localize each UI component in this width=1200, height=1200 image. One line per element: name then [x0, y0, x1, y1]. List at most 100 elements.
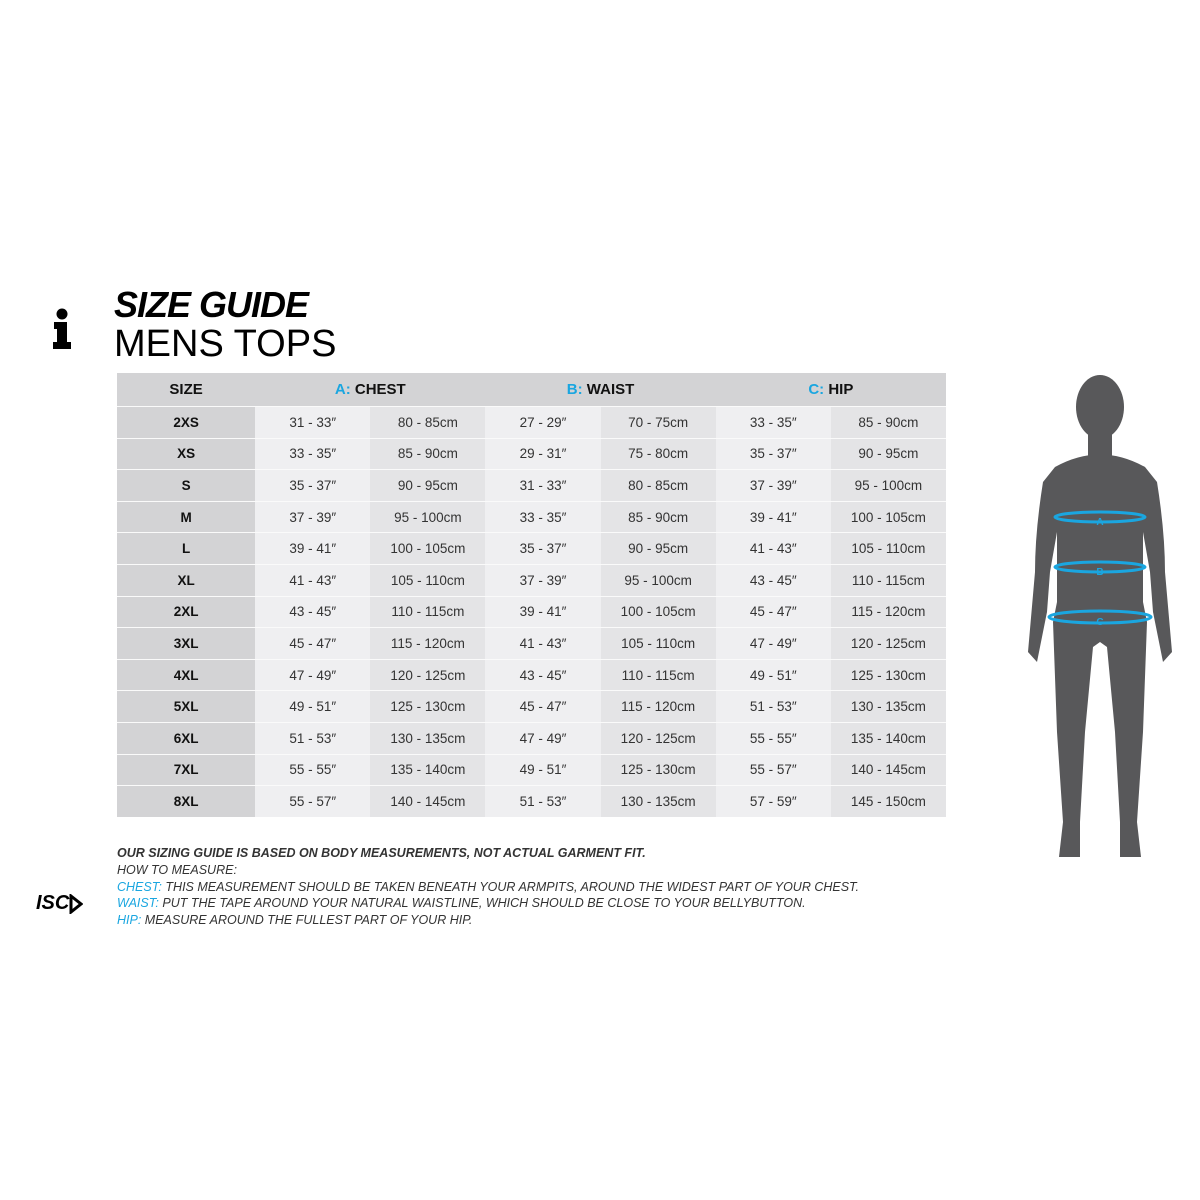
measurement-cell: 31 - 33″	[485, 469, 601, 502]
measurement-cell: 39 - 41″	[485, 595, 601, 628]
measurement-cell: 45 - 47″	[715, 595, 831, 628]
table-row: 6XL 51 - 53″ 130 - 135cm 47 - 49″ 120 - 125c…	[117, 721, 946, 755]
page-title: SIZE GUIDE	[114, 284, 309, 325]
size-cell: 3XL	[117, 627, 256, 660]
measurement-cell: 49 - 51″	[255, 690, 371, 723]
table-row: 2XL 43 - 45″ 110 - 115cm 39 - 41″ 100 - 105c…	[117, 595, 946, 628]
measurement-cell: 27 - 29″	[485, 406, 601, 439]
measurement-cell: 85 - 90cm	[600, 500, 716, 533]
measurement-cell: 47 - 49″	[255, 658, 371, 691]
size-cell: 2XS	[117, 406, 256, 439]
measurement-cell: 35 - 37″	[715, 437, 831, 470]
measurement-cell: 110 - 115cm	[830, 563, 946, 597]
table-row: 5XL 49 - 51″ 125 - 130cm 45 - 47″ 115 - 120c…	[117, 690, 946, 723]
size-table: SIZE A: CHEST B: WAIST C: HIP 2XS 31 - 33…	[117, 373, 946, 817]
size-cell: M	[117, 500, 256, 533]
measurement-cell: 29 - 31″	[485, 437, 601, 470]
size-cell: 5XL	[117, 690, 256, 723]
measurement-cell: 100 - 105cm	[600, 595, 716, 628]
info-icon	[53, 308, 71, 349]
measurement-cell: 140 - 145cm	[370, 785, 486, 817]
measurement-cell: 37 - 39″	[255, 500, 371, 533]
measurement-cell: 105 - 110cm	[370, 563, 486, 597]
measurement-cell: 43 - 45″	[255, 595, 371, 628]
measurement-cell: 120 - 125cm	[370, 658, 486, 691]
hip-header: C: HIP	[715, 373, 946, 407]
size-cell: 4XL	[117, 658, 256, 691]
measurement-cell: 49 - 51″	[485, 753, 601, 786]
label-a: A	[1096, 517, 1103, 528]
measurement-cell: 43 - 45″	[715, 563, 831, 597]
measurement-cell: 85 - 90cm	[830, 406, 946, 439]
measurement-cell: 95 - 100cm	[370, 500, 486, 533]
measurement-cell: 51 - 53″	[255, 721, 371, 755]
measurement-cell: 100 - 105cm	[370, 532, 486, 565]
table-row: 3XL 45 - 47″ 115 - 120cm 41 - 43″ 105 - 110c…	[117, 627, 946, 660]
table-row: 8XL 55 - 57″ 140 - 145cm 51 - 53″ 130 - 135c…	[117, 785, 946, 817]
measurement-cell: 41 - 43″	[485, 627, 601, 660]
measurement-cell: 125 - 130cm	[830, 658, 946, 691]
measurement-cell: 80 - 85cm	[600, 469, 716, 502]
measurement-cell: 130 - 135cm	[830, 690, 946, 723]
measurement-cell: 37 - 39″	[485, 563, 601, 597]
measurement-cell: 55 - 55″	[255, 753, 371, 786]
measurement-cell: 115 - 120cm	[370, 627, 486, 660]
measurement-cell: 80 - 85cm	[370, 406, 486, 439]
size-cell: 6XL	[117, 721, 256, 755]
size-cell: 7XL	[117, 753, 256, 786]
measurement-cell: 35 - 37″	[485, 532, 601, 565]
table-row: S 35 - 37″ 90 - 95cm 31 - 33″ 80 - 85cm 37 - …	[117, 469, 946, 502]
size-cell: 8XL	[117, 785, 256, 817]
measurement-cell: 41 - 43″	[255, 563, 371, 597]
measurement-cell: 140 - 145cm	[830, 753, 946, 786]
measurement-cell: 85 - 90cm	[370, 437, 486, 470]
measurement-cell: 33 - 35″	[255, 437, 371, 470]
measurement-cell: 135 - 140cm	[830, 721, 946, 755]
measurement-cell: 55 - 57″	[715, 753, 831, 786]
logo-text: ISC	[36, 892, 70, 914]
measurement-cell: 43 - 45″	[485, 658, 601, 691]
isc-logo: ISC	[36, 892, 84, 915]
table-row: L 39 - 41″ 100 - 105cm 35 - 37″ 90 - 95cm 41 …	[117, 532, 946, 565]
measurement-cell: 47 - 49″	[715, 627, 831, 660]
measurement-cell: 55 - 57″	[255, 785, 371, 817]
size-cell: L	[117, 532, 256, 565]
measurement-cell: 100 - 105cm	[830, 500, 946, 533]
logo-arrow-icon	[69, 893, 84, 914]
measurement-cell: 45 - 47″	[485, 690, 601, 723]
measurement-notes: OUR SIZING GUIDE IS BASED ON BODY MEASUR…	[117, 845, 859, 929]
measurement-cell: 45 - 47″	[255, 627, 371, 660]
measurement-cell: 120 - 125cm	[600, 721, 716, 755]
waist-header: B: WAIST	[485, 373, 716, 407]
measurement-cell: 90 - 95cm	[830, 437, 946, 470]
measurement-cell: 47 - 49″	[485, 721, 601, 755]
measurement-cell: 115 - 120cm	[830, 595, 946, 628]
measurement-cell: 33 - 35″	[485, 500, 601, 533]
measurement-cell: 31 - 33″	[255, 406, 371, 439]
how-to-measure: HOW TO MEASURE:	[117, 862, 237, 877]
size-cell: XL	[117, 563, 256, 597]
table-row: XL 41 - 43″ 105 - 110cm 37 - 39″ 95 - 100cm 4…	[117, 563, 946, 597]
measurement-cell: 115 - 120cm	[600, 690, 716, 723]
measurement-cell: 95 - 100cm	[600, 563, 716, 597]
label-c: C	[1096, 617, 1103, 628]
body-silhouette: A B C	[1028, 375, 1172, 857]
chest-header: A: CHEST	[255, 373, 486, 407]
measurement-cell: 95 - 100cm	[830, 469, 946, 502]
measurement-cell: 55 - 55″	[715, 721, 831, 755]
size-cell: S	[117, 469, 256, 502]
measurement-cell: 130 - 135cm	[600, 785, 716, 817]
table-row: 4XL 47 - 49″ 120 - 125cm 43 - 45″ 110 - 115c…	[117, 658, 946, 691]
measurement-cell: 41 - 43″	[715, 532, 831, 565]
size-cell: 2XL	[117, 595, 256, 628]
note-hip: HIP: MEASURE AROUND THE FULLEST PART OF …	[117, 913, 473, 928]
measurement-cell: 130 - 135cm	[370, 721, 486, 755]
measurement-cell: 51 - 53″	[715, 690, 831, 723]
measurement-cell: 105 - 110cm	[830, 532, 946, 565]
note-waist: WAIST: PUT THE TAPE AROUND YOUR NATURAL …	[117, 896, 806, 911]
measurement-cell: 39 - 41″	[255, 532, 371, 565]
measurement-cell: 37 - 39″	[715, 469, 831, 502]
table-header: SIZE A: CHEST B: WAIST C: HIP	[117, 373, 946, 407]
measurement-cell: 35 - 37″	[255, 469, 371, 502]
measurement-cell: 51 - 53″	[485, 785, 601, 817]
